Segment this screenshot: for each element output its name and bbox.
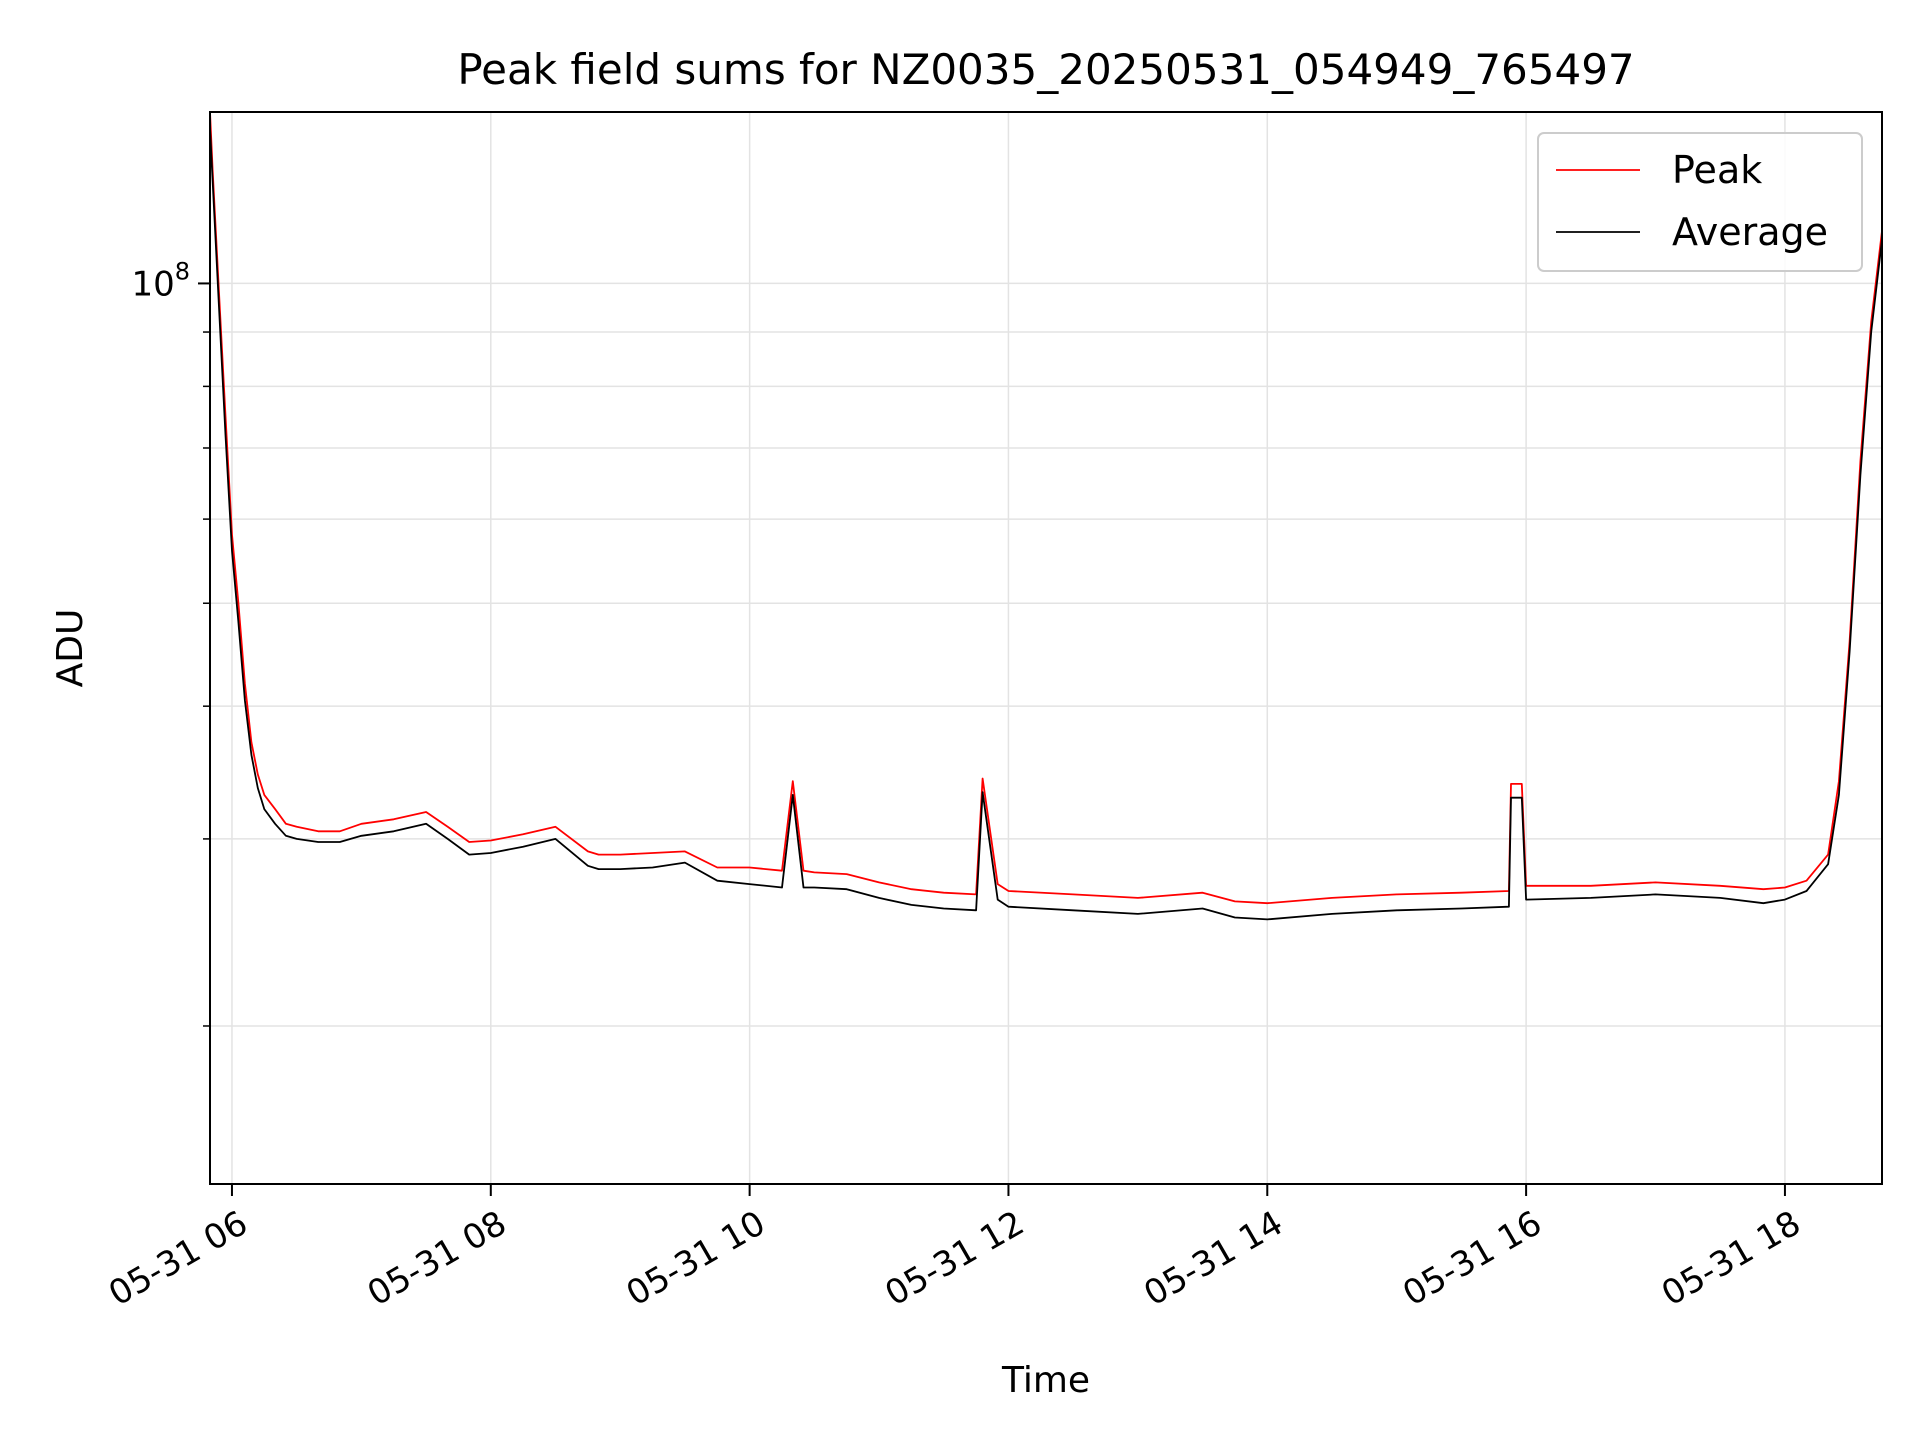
legend-label-peak: Peak: [1672, 148, 1762, 192]
plot-frame: [209, 111, 1883, 1185]
legend-label-average: Average: [1672, 210, 1828, 254]
series-line-average: [210, 128, 1882, 921]
series-lines: [210, 112, 1882, 921]
chart-title: Peak field sums for NZ0035_20250531_0549…: [457, 45, 1634, 94]
y-tick-exponent: 8: [175, 257, 190, 285]
y-axis-title: ADU: [50, 609, 91, 688]
y-tick-base: 10: [131, 264, 174, 304]
grid: [210, 112, 1882, 1184]
y-tick-label: 108: [131, 257, 190, 304]
legend: Peak Average: [1537, 132, 1863, 272]
x-axis-title: Time: [1001, 1360, 1090, 1401]
series-line-peak: [210, 112, 1882, 905]
legend-box: [1537, 132, 1863, 272]
